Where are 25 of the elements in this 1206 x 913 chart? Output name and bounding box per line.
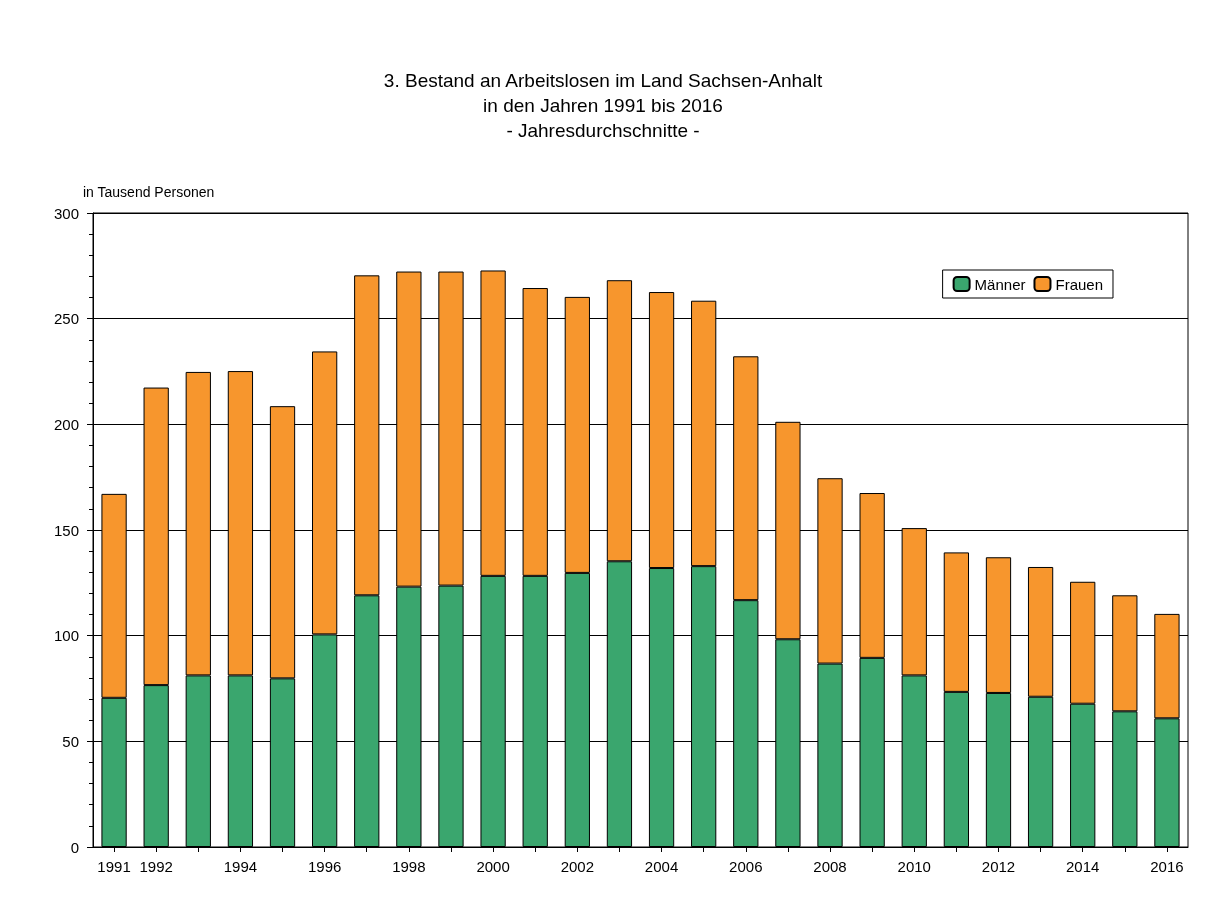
y-tick-label: 0: [70, 838, 79, 856]
x-tick-label: 2012: [981, 858, 1016, 875]
x-tick-label: 2014: [1066, 858, 1100, 875]
x-tick-label: 1992: [139, 858, 173, 875]
y-axis-title: in Tausend Personen: [83, 184, 215, 200]
x-tick-label: 2016: [1150, 858, 1184, 875]
x-tick-label: 1996: [307, 858, 342, 875]
x-tick-label: 2000: [476, 858, 510, 875]
y-tick-label: 150: [53, 521, 79, 539]
x-tick-label: 1991: [97, 858, 131, 875]
x-tick-label: 1998: [392, 858, 426, 875]
x-tick-label: 2002: [560, 858, 595, 875]
y-tick-label: 100: [53, 627, 79, 645]
x-tick-label: 2008: [813, 858, 847, 875]
y-tick-label: 50: [62, 732, 79, 750]
y-tick-label: 200: [53, 415, 79, 433]
legend-label: Frauen: [1055, 275, 1103, 293]
x-tick-label: 1994: [223, 858, 258, 875]
legend-label: Männer: [974, 275, 1026, 293]
chart-title: 3. Bestand an Arbeitslosen im Land Sachsen-Anhalt in den Jahren 1991 bis 2016 - Jahresdurchschnitte -: [383, 70, 823, 141]
y-tick-label: 300: [53, 204, 79, 222]
x-tick-label: 2010: [897, 858, 931, 875]
y-tick-label: 250: [53, 310, 79, 328]
x-tick-label: 2004: [644, 858, 679, 875]
x-tick-label: 2006: [729, 858, 763, 875]
